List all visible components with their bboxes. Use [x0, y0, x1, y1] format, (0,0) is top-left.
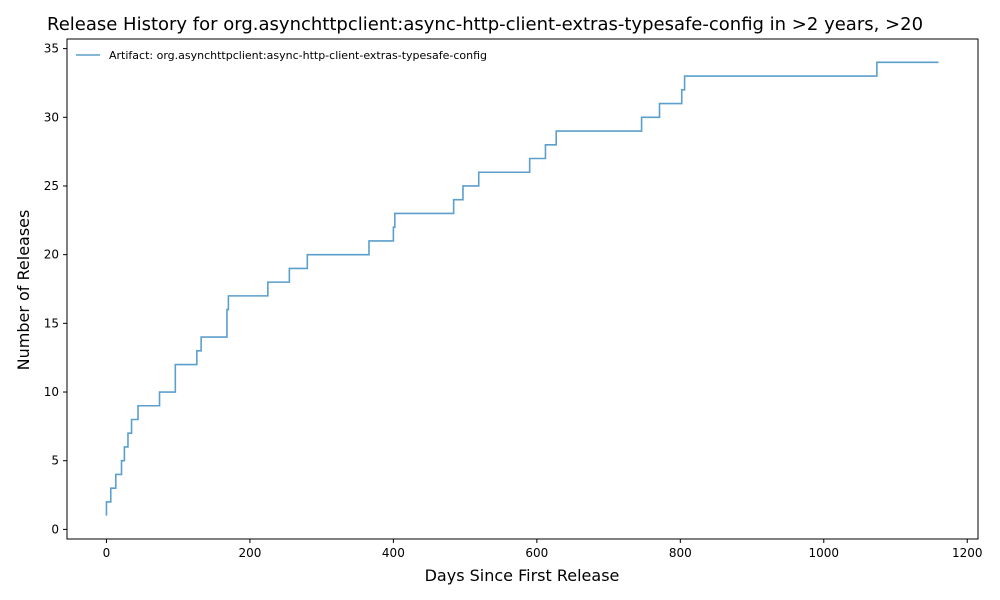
y-tick-label: 30 [44, 110, 59, 124]
x-tick-label: 1200 [952, 546, 983, 560]
y-tick-label: 5 [51, 454, 59, 468]
x-tick-label: 600 [525, 546, 548, 560]
x-tick-label: 200 [238, 546, 261, 560]
x-axis: 0 200 400 600 800 1000 1200 [103, 539, 983, 560]
y-tick-label: 20 [44, 248, 59, 262]
x-tick-label: 400 [382, 546, 405, 560]
y-tick-label: 0 [51, 522, 59, 536]
x-axis-label: Days Since First Release [425, 566, 620, 585]
series-layer [105, 61, 939, 516]
y-axis-label: Number of Releases [14, 210, 33, 371]
legend: Artifact: org.asynchttpclient:async-http… [76, 49, 487, 62]
plot-area [66, 38, 979, 540]
series-line-0 [105, 61, 939, 516]
x-tick-label: 0 [103, 546, 111, 560]
y-tick-label: 15 [44, 316, 59, 330]
y-tick-label: 35 [44, 42, 59, 56]
chart-title: Release History for org.asynchttpclient:… [47, 14, 923, 35]
y-axis: 0 5 10 15 20 25 30 35 [44, 42, 67, 536]
x-tick-label: 1000 [809, 546, 840, 560]
y-tick-label: 25 [44, 179, 59, 193]
plot-frame [66, 38, 979, 540]
y-tick-label: 10 [44, 385, 59, 399]
x-tick-label: 800 [669, 546, 692, 560]
legend-label: Artifact: org.asynchttpclient:async-http… [109, 49, 487, 62]
